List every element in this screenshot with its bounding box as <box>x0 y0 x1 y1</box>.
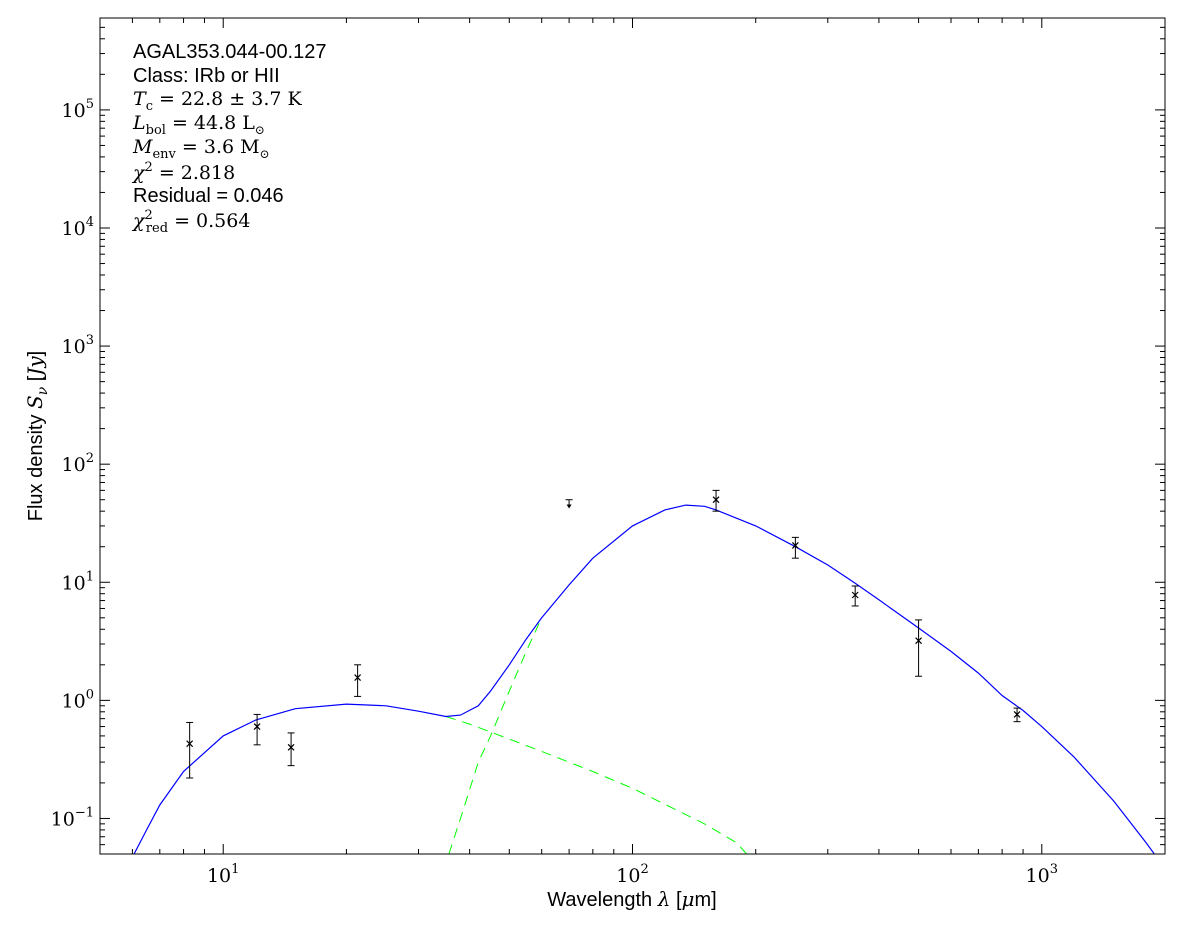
tick-label-base: 10 <box>62 454 86 476</box>
data-marker <box>915 637 923 645</box>
data-point-3 <box>354 664 362 697</box>
annotation-part: L <box>132 112 146 134</box>
tick-label-base: 10 <box>207 865 231 887</box>
tick-label-base: 10 <box>616 865 640 887</box>
y-tick-label: 101 <box>62 569 94 594</box>
annotation-part: ⊙ <box>255 123 265 137</box>
upper-limit-0 <box>565 499 573 509</box>
tick-label-base: 10 <box>62 218 86 240</box>
x-tick-label: 102 <box>616 862 648 887</box>
annotation-part: M <box>132 136 153 158</box>
annotation-part: χ <box>131 162 146 184</box>
annotation-part: ⊙ <box>260 147 270 161</box>
data-marker <box>712 496 720 504</box>
tick-label-base: 10 <box>62 100 86 122</box>
data-point-1 <box>253 713 261 746</box>
annotation-part: = 22.8 ± 3.7 K <box>153 88 303 110</box>
tick-label-base: 10 <box>62 572 86 594</box>
y-tick-label: 105 <box>62 97 94 122</box>
data-point-0 <box>186 721 194 779</box>
annotation-line-0: AGAL353.044-00.127 <box>133 41 327 63</box>
annotation-line-1: Class: IRb or HII <box>133 65 280 87</box>
annotation-part: = 2.818 <box>153 162 235 184</box>
data-point-submm-2 <box>851 585 859 607</box>
tick-label-exponent: 1 <box>231 862 239 877</box>
annotation-part: 2 <box>145 208 153 223</box>
annotation-part: 2 <box>145 160 153 175</box>
x-tick-label: 103 <box>1026 862 1058 887</box>
data-point-submm-0 <box>712 489 720 512</box>
tick-label-exponent: 4 <box>86 215 94 230</box>
y-tick-label: 100 <box>62 687 94 712</box>
annotation-part: red <box>146 221 168 236</box>
data-point-2 <box>287 732 295 767</box>
data-marker <box>851 591 859 599</box>
x-axis-label: Wavelength λ [μm] <box>547 887 716 911</box>
tick-label-exponent: 3 <box>1050 862 1058 877</box>
x-tick-label: 101 <box>207 862 239 887</box>
data-point-submm-4 <box>1013 707 1021 723</box>
annotation-part: bol <box>146 123 166 138</box>
tick-label-exponent: 0 <box>86 687 94 702</box>
data-point-submm-3 <box>915 619 923 677</box>
annotation-part: χ <box>131 210 146 232</box>
annotation-line-2: Tc = 22.8 ± 3.7 K <box>133 88 303 114</box>
data-marker <box>354 674 362 681</box>
y-tick-label: 103 <box>62 333 94 358</box>
data-marker <box>287 743 295 751</box>
annotation-part: env <box>152 147 176 162</box>
tick-label-base: 10 <box>62 336 86 358</box>
y-tick-label: 104 <box>62 215 94 240</box>
annotation-part: c <box>146 99 153 114</box>
tick-label-base: 10 <box>1026 865 1050 887</box>
y-axis-label: Flux density Sν [Jy] <box>23 351 51 522</box>
annotation-part: = 44.8 L <box>166 112 255 134</box>
annotation-line-4: Menv = 3.6 M⊙ <box>132 136 270 162</box>
tick-label-exponent: 5 <box>86 97 94 112</box>
data-point-submm-1 <box>791 536 799 559</box>
y-tick-label: 10−1 <box>51 805 94 830</box>
data-marker <box>253 723 261 730</box>
tick-label-exponent: 3 <box>86 333 94 348</box>
warm-component-curve <box>445 716 747 854</box>
annotation-part: = 3.6 M <box>176 136 260 158</box>
annotation-line-3: Lbol = 44.8 L⊙ <box>132 112 265 138</box>
tick-label-base: 10 <box>62 690 86 712</box>
annotation-line-7: χ2 red = 0.564 <box>131 208 250 236</box>
annotation-part: = 0.564 <box>168 210 250 232</box>
annotation-part: T <box>133 88 147 110</box>
y-tick-label: 102 <box>62 451 94 476</box>
data-marker <box>186 740 194 748</box>
upper-limit-arrow <box>566 504 572 509</box>
data-points <box>186 489 1021 779</box>
annotation-line-5: χ2 = 2.818 <box>131 160 235 184</box>
axis-ticks <box>99 17 1166 855</box>
tick-label-exponent: 1 <box>86 569 94 584</box>
tick-label-exponent: −1 <box>75 805 94 820</box>
total-fit-curve <box>133 504 1156 854</box>
tick-label-exponent: 2 <box>640 862 648 877</box>
fit-curves <box>133 504 1156 854</box>
tick-label-base: 10 <box>51 808 75 830</box>
data-marker <box>791 542 799 549</box>
clipped-curves <box>133 504 1156 854</box>
tick-label-exponent: 2 <box>86 451 94 466</box>
annotation-line-6: Residual = 0.046 <box>133 185 284 207</box>
data-marker <box>1013 711 1021 718</box>
plot-frame <box>99 17 1166 855</box>
cold-component-curve <box>448 617 543 854</box>
